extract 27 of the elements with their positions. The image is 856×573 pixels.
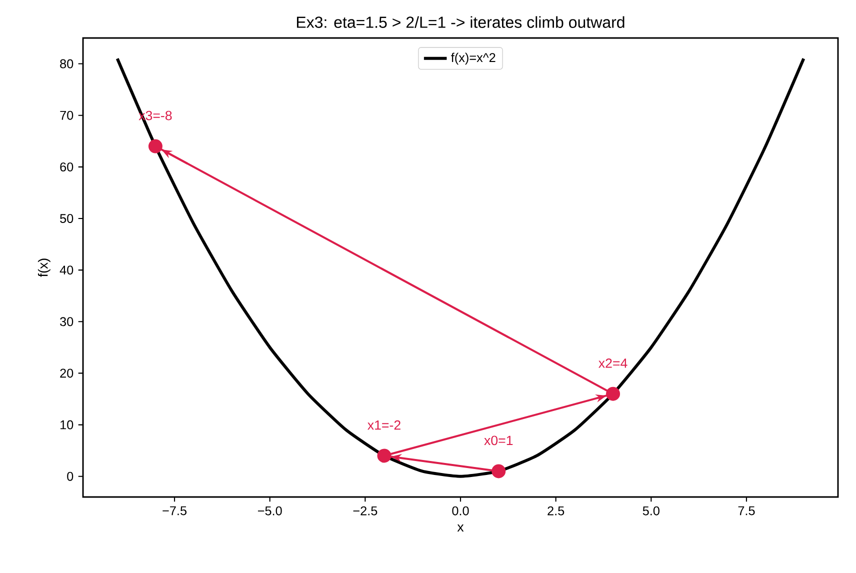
chart-title: Ex3: eta=1.5 > 2/L=1 -> iterates climb outward (296, 16, 624, 28)
x-tick-label: 5.0 (642, 506, 660, 516)
x-tick-label: 7.5 (738, 506, 755, 516)
x-tick-label: 0.0 (452, 506, 469, 516)
y-tick-label: 0 (67, 472, 74, 481)
y-tick-label: 10 (60, 420, 74, 430)
x-tick-label: 2.5 (548, 506, 564, 516)
annotation: x0=1 (484, 436, 513, 446)
x-tick-label: −7.5 (162, 506, 187, 516)
y-axis-title: f(x) (38, 258, 50, 277)
annotation: x1=-2 (368, 420, 400, 430)
point (377, 448, 392, 463)
annotation: x2=4 (598, 358, 628, 368)
x-tick-label: −2.5 (353, 506, 378, 516)
x-axis-title: x (457, 524, 464, 532)
y-tick-label: 50 (60, 214, 74, 223)
y-tick-label: 60 (60, 162, 74, 172)
y-tick-label: 40 (60, 266, 74, 275)
y-tick-label: 30 (60, 317, 74, 326)
point (492, 464, 506, 478)
point (606, 386, 620, 401)
y-tick-label: 80 (60, 59, 74, 68)
point (148, 139, 162, 154)
legend-label: f(x)=x^2 (451, 52, 496, 65)
y-tick-label: 20 (60, 368, 74, 378)
x-tick-label: −5.0 (258, 506, 282, 516)
y-tick-label: 70 (60, 110, 74, 120)
